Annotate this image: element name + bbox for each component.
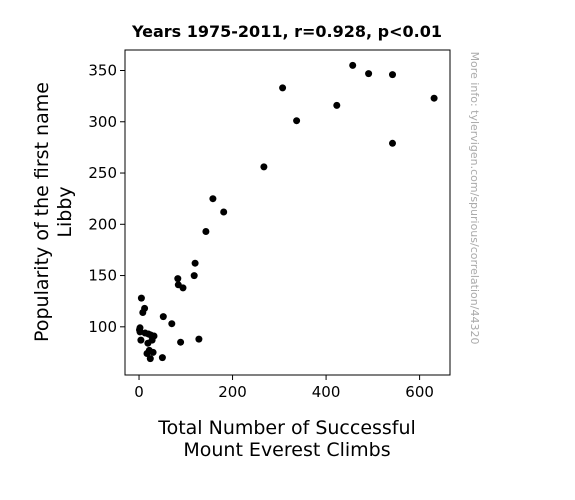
data-point <box>349 61 357 69</box>
data-point <box>202 228 210 235</box>
data-point <box>137 336 145 344</box>
data-point <box>141 304 149 312</box>
data-point <box>190 272 198 280</box>
data-point <box>333 101 341 109</box>
data-point <box>279 84 287 92</box>
data-point <box>389 139 396 147</box>
data-point <box>293 117 301 125</box>
y-axis-ticks: 100 150 200 250 300 350 <box>88 62 125 336</box>
y-axis-title-line-1: Popularity of the first name <box>31 82 53 342</box>
x-tick-label: 200 <box>218 383 247 401</box>
data-point <box>389 71 396 79</box>
data-points <box>136 61 438 363</box>
data-point <box>137 294 145 302</box>
data-point <box>260 163 268 171</box>
y-tick-label: 100 <box>88 318 117 336</box>
data-point <box>146 355 154 363</box>
x-axis-title-line-2: Mount Everest Climbs <box>183 439 390 461</box>
data-point <box>159 313 167 321</box>
data-point <box>209 195 217 203</box>
y-axis-title-line-2: Libby <box>54 186 76 237</box>
plot-axes <box>124 49 451 376</box>
watermark-text: More info: tylervigen.com/spurious/corre… <box>468 52 481 345</box>
y-tick-label: 350 <box>88 62 117 80</box>
data-point <box>158 354 166 362</box>
y-tick-label: 250 <box>88 164 117 182</box>
y-tick-label: 150 <box>88 267 117 285</box>
x-tick-label: 0 <box>134 383 144 401</box>
x-axis-title-line-1: Total Number of Successful <box>157 417 416 439</box>
data-point <box>220 208 228 216</box>
y-tick-label: 300 <box>88 113 117 131</box>
data-point <box>174 275 182 283</box>
data-point <box>179 284 187 292</box>
data-point <box>149 348 157 356</box>
data-point <box>195 335 203 343</box>
x-tick-label: 600 <box>405 383 434 401</box>
x-axis-ticks: 0 200 400 600 <box>134 375 434 401</box>
data-point <box>430 94 438 102</box>
data-point <box>150 332 158 340</box>
data-point <box>177 338 185 346</box>
plot-frame <box>124 49 451 376</box>
data-point <box>365 70 373 78</box>
y-tick-label: 200 <box>88 215 117 233</box>
data-point <box>168 320 176 328</box>
data-point <box>191 259 199 267</box>
x-tick-label: 400 <box>312 383 341 401</box>
chart-title: Years 1975-2011, r=0.928, p<0.01 <box>131 22 442 41</box>
